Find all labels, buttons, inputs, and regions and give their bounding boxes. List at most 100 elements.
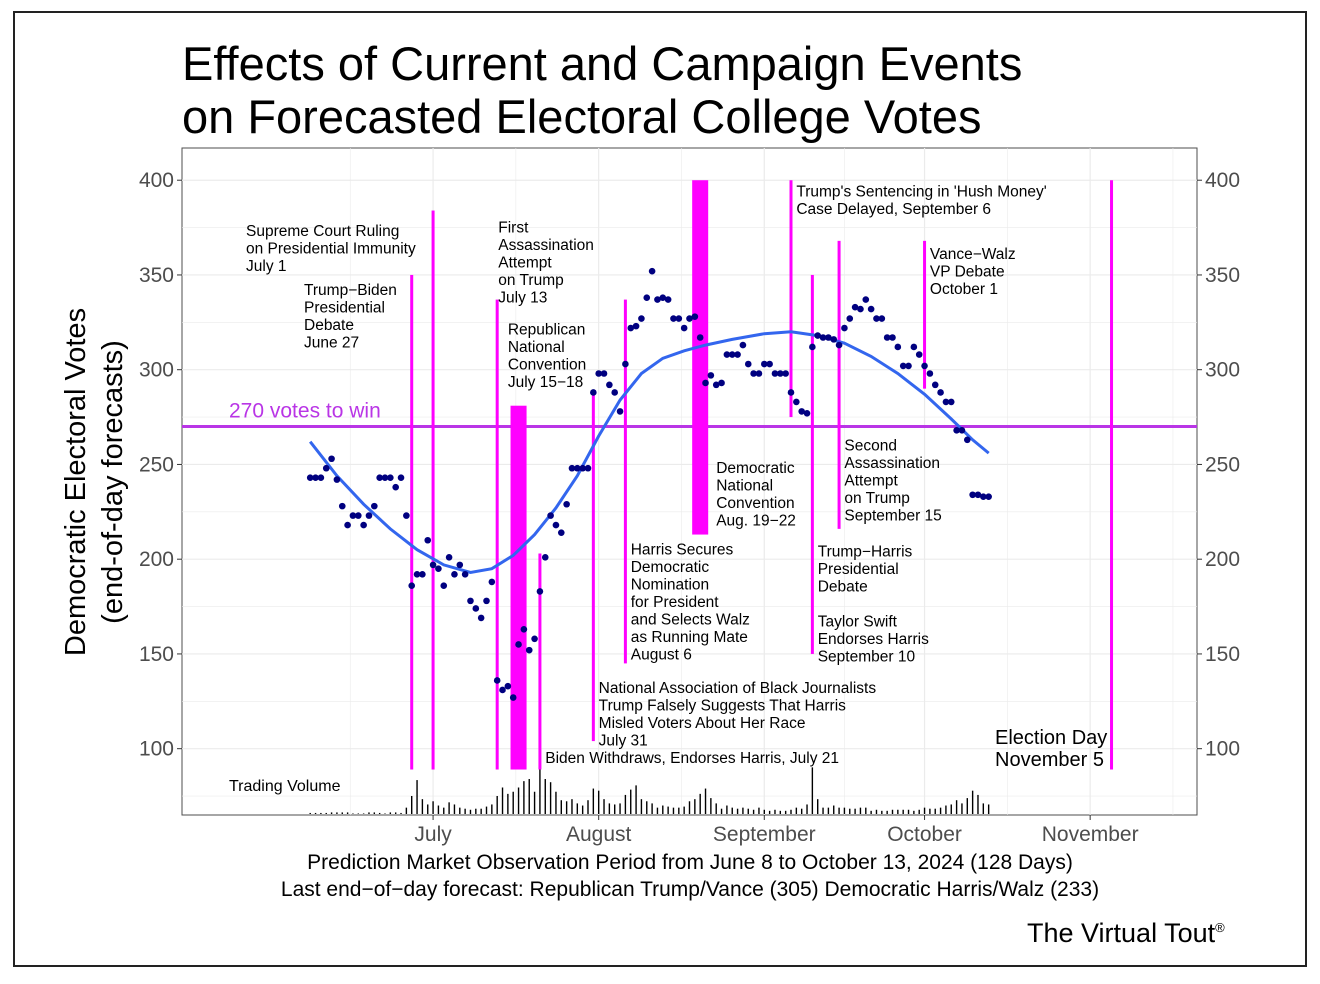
forecast-point xyxy=(590,389,597,396)
event-label: Trump−Biden Presidential Debate June 27 xyxy=(304,282,397,352)
forecast-point xyxy=(606,381,613,389)
forecast-point xyxy=(894,343,902,351)
forecast-point xyxy=(344,521,351,529)
event-label-line: July 1 xyxy=(246,258,287,275)
forecast-point xyxy=(504,682,512,690)
event-label-line: Harris Secures xyxy=(631,542,734,559)
event-label: Supreme Court Ruling on Presidential Immu… xyxy=(246,223,416,275)
forecast-point xyxy=(413,571,421,578)
forecast-point xyxy=(403,512,410,519)
event-bar xyxy=(431,210,435,770)
event-label-line: VP Debate xyxy=(930,263,1005,280)
forecast-point xyxy=(910,343,918,351)
event-label: Trump−Harris Presidential Debate Taylor Sw… xyxy=(818,543,929,665)
forecast-point xyxy=(857,305,864,313)
event-label: Harris Secures Democratic Nomination for Pr… xyxy=(631,542,750,664)
event-bar xyxy=(538,553,542,770)
forecast-point xyxy=(509,694,517,701)
event-label-line: June 27 xyxy=(304,334,359,351)
forecast-point xyxy=(451,571,458,578)
event-label-line: Nomination xyxy=(631,577,709,594)
y-axis-label-line2: (end-of-day forecasts) xyxy=(97,340,129,624)
forecast-point xyxy=(696,334,704,341)
event-label-line: Debate xyxy=(304,317,354,334)
forecast-point xyxy=(942,398,950,406)
smoothed-trend-line xyxy=(309,330,990,575)
event-label-line: Democratic xyxy=(716,460,795,477)
event-label: Election Day November 5 xyxy=(995,727,1107,771)
x-tick-label: September xyxy=(713,823,816,846)
forecast-point xyxy=(429,561,437,569)
forecast-point xyxy=(477,614,485,622)
y-tick-label-left: 150 xyxy=(139,643,174,666)
event-label-line: Endorses Harris xyxy=(818,631,929,648)
event-label-line: First xyxy=(498,219,529,236)
forecast-point xyxy=(579,464,586,472)
forecast-point xyxy=(664,296,672,303)
event-bar xyxy=(510,405,527,770)
forecast-point xyxy=(915,351,923,358)
forecast-point xyxy=(712,381,720,389)
forecast-point xyxy=(937,389,944,396)
event-bar xyxy=(1110,180,1114,770)
forecast-point xyxy=(825,334,832,341)
event-label-line: Presidential xyxy=(818,561,899,578)
forecast-point xyxy=(435,565,442,572)
forecast-points xyxy=(306,267,992,701)
forecast-point xyxy=(883,334,891,341)
forecast-point xyxy=(787,389,795,396)
y-tick-label-right: 150 xyxy=(1205,643,1240,666)
event-label-line: Biden Withdraws, Endorses Harris, July 2… xyxy=(545,750,839,767)
forecast-point xyxy=(525,646,533,654)
forecast-point xyxy=(734,351,741,358)
forecast-point xyxy=(793,398,800,406)
event-label: Biden Withdraws, Endorses Harris, July 2… xyxy=(545,750,839,767)
forecast-point xyxy=(472,605,480,612)
forecast-point xyxy=(670,315,677,322)
forecast-point xyxy=(798,408,805,415)
forecast-point xyxy=(381,474,389,482)
event-bar xyxy=(837,240,841,529)
threshold-label: 270 votes to win xyxy=(229,400,381,423)
event-label-line: Presidential xyxy=(304,299,385,316)
forecast-point xyxy=(862,296,870,303)
forecast-point xyxy=(638,315,645,322)
forecast-point xyxy=(392,483,399,491)
forecast-point xyxy=(552,521,560,529)
event-label-line: Taylor Swift xyxy=(818,613,898,630)
forecast-point xyxy=(931,381,939,389)
forecast-point xyxy=(718,379,725,387)
event-label-line: and Selects Walz xyxy=(631,612,750,629)
forecast-point xyxy=(905,362,912,370)
chart-title-line2: on Forecasted Electoral College Votes xyxy=(182,90,982,143)
event-label: Trump's Sentencing in 'Hush Money' Case D… xyxy=(796,183,1046,218)
forecast-point xyxy=(777,370,784,377)
forecast-point xyxy=(333,476,341,483)
forecast-point xyxy=(648,267,656,275)
event-bar xyxy=(495,299,499,770)
forecast-point xyxy=(985,493,992,500)
x-axis: July August September October November xyxy=(414,815,1139,846)
forecast-point xyxy=(953,427,960,434)
event-labels: Trump−Biden Presidential Debate June 27 Supr… xyxy=(246,183,1107,770)
forecast-point xyxy=(659,294,667,301)
forecast-point xyxy=(595,370,602,377)
forecast-point xyxy=(371,502,378,510)
x-tick-label: November xyxy=(1042,823,1139,846)
forecast-point xyxy=(488,578,496,586)
forecast-point xyxy=(835,341,843,349)
y-tick-label-left: 250 xyxy=(139,453,174,476)
forecast-point xyxy=(456,561,464,569)
forecast-point xyxy=(600,370,608,377)
forecast-point xyxy=(889,334,896,341)
forecast-point xyxy=(782,370,789,377)
event-label-line: Attempt xyxy=(498,254,552,271)
forecast-point xyxy=(963,436,971,444)
forecast-point xyxy=(702,379,709,387)
forecast-point xyxy=(440,582,448,590)
forecast-point xyxy=(728,351,736,358)
event-label-line: National Association of Black Journalist… xyxy=(599,680,877,697)
forecast-point xyxy=(574,464,581,472)
forecast-point xyxy=(616,408,624,415)
forecast-point xyxy=(467,597,474,605)
